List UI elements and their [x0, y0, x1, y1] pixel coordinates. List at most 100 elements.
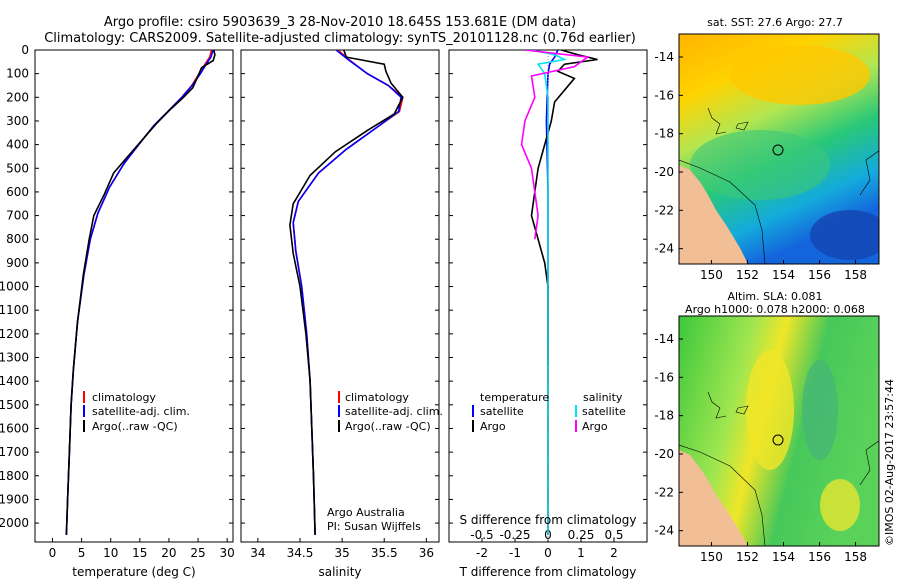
salinity-x-axis: 34 34.5 35 35.5 36: [250, 538, 434, 560]
map-y-tick-label: -22: [654, 203, 674, 217]
sla-high-patch-2: [820, 479, 860, 531]
sla-map-frame: [678, 315, 880, 547]
map-x-tick-label: 152: [736, 550, 759, 564]
s-tick-label: 0.5: [604, 528, 623, 542]
depth-tick-label: 1200: [0, 327, 29, 341]
depth-contour: [679, 444, 766, 546]
depth-tick-label: 1000: [0, 280, 29, 294]
x-tick-label: 34.5: [287, 546, 314, 560]
x-tick-label: 30: [220, 546, 235, 560]
legend-header-salinity: salinity: [583, 391, 623, 404]
x-tick-label: 0: [544, 546, 552, 560]
temperature-x-label: temperature (deg C): [72, 565, 195, 579]
x-tick-label: -2: [476, 546, 488, 560]
depth-tick-label: 1900: [0, 492, 29, 506]
map-y-tick-label: -24: [654, 242, 674, 256]
temperature-series-argo-raw-qc-: [65, 50, 216, 535]
sst-map: [679, 34, 879, 264]
sst-map-title: sat. SST: 27.6 Argo: 27.7: [707, 16, 843, 29]
salinity-plot-frame: [240, 49, 440, 543]
depth-tick-label: 800: [6, 232, 29, 246]
map-y-tick-label: -16: [654, 88, 674, 102]
sst-warm-patch: [730, 45, 870, 105]
sst-cool-patch: [810, 210, 879, 260]
figure-title-line1: Argo profile: csiro 5903639_3 28-Nov-201…: [104, 15, 576, 30]
x-tick-label: 20: [161, 546, 176, 560]
map-y-tick-label: -18: [654, 409, 674, 423]
t-difference-x-label: T difference from climatology: [459, 565, 637, 579]
map-x-tick-label: 158: [844, 268, 867, 282]
depth-tick-label: 1700: [0, 445, 29, 459]
sst-green-patch: [690, 130, 830, 200]
map-x-tick-label: 152: [736, 268, 759, 282]
x-tick-label: 5: [78, 546, 86, 560]
temperature-x-axis: 0 5 10 15 20 25 30: [49, 538, 235, 560]
depth-tick-label: 200: [6, 90, 29, 104]
depth-tick-label: 500: [6, 161, 29, 175]
map-y-tick-label: -20: [654, 165, 674, 179]
depth-tick-label: 1600: [0, 421, 29, 435]
salinity-legend: climatology satellite-adj. clim. Argo(..…: [338, 391, 443, 433]
s-difference-x-label: S difference from climatology: [460, 513, 637, 527]
map-x-tick-label: 150: [700, 550, 723, 564]
depth-tick-label: 1400: [0, 374, 29, 388]
map-x-tick-label: 156: [808, 268, 831, 282]
legend-label-climatology: climatology: [92, 391, 156, 404]
temperature-series-satellite-adj-clim-: [65, 50, 214, 535]
legend-label-satellite: satellite-adj. clim.: [345, 405, 443, 418]
x-tick-label: 34: [250, 546, 265, 560]
x-tick-label: 10: [103, 546, 118, 560]
depth-contour: [679, 159, 766, 264]
credit-line1: Argo Australia: [327, 506, 405, 519]
argo-float-marker: [772, 434, 784, 446]
depth-tick-label: 2000: [0, 516, 29, 530]
sla-high-patch: [746, 350, 794, 470]
coral-reef-outline: [707, 391, 879, 486]
map-x-tick-label: 154: [772, 268, 795, 282]
s-tick-label: 0: [544, 528, 552, 542]
map-x-tick-label: 158: [844, 550, 867, 564]
temperature-series: [65, 50, 216, 535]
difference-series-salinity-argo: [520, 50, 590, 240]
legend-label-argo: Argo(..raw -QC): [345, 420, 431, 433]
map-y-tick-label: -22: [654, 485, 674, 499]
s-tick-label: 0.25: [568, 528, 595, 542]
temperature-series-climatology: [65, 50, 213, 535]
sst-map-axes: 150 152 154 156 158 -14 -16 -18 -20 -22 -24: [654, 50, 867, 282]
depth-tick-label: 1300: [0, 351, 29, 365]
salinity-series-argo-raw-qc-: [289, 50, 404, 535]
sla-map-title-line2: Argo h1000: 0.078 h2000: 0.068: [685, 303, 865, 316]
sla-low-patch: [802, 360, 838, 460]
depth-tick-label: 0: [21, 43, 29, 57]
salinity-x-label: salinity: [318, 565, 361, 579]
depth-tick-label: 100: [6, 67, 29, 81]
legend-label-satellite: satellite-adj. clim.: [92, 405, 190, 418]
map-y-tick-label: -20: [654, 447, 674, 461]
temperature-plot-frame: [34, 49, 234, 543]
legend-label-t-argo: Argo: [480, 420, 506, 433]
map-y-tick-label: -24: [654, 524, 674, 538]
map-y-tick-label: -16: [654, 370, 674, 384]
legend-label-s-satellite: satellite: [582, 405, 626, 418]
map-x-tick-label: 156: [808, 550, 831, 564]
legend-label-climatology: climatology: [345, 391, 409, 404]
land-mass: [679, 165, 748, 264]
argo-float-marker: [772, 144, 784, 156]
credit-line2: PI: Susan Wijffels: [327, 520, 421, 533]
sst-map-frame: [678, 33, 880, 265]
depth-tick-label: 1500: [0, 398, 29, 412]
map-x-tick-label: 154: [772, 550, 795, 564]
x-tick-label: 36: [419, 546, 434, 560]
sla-map: [679, 316, 879, 546]
legend-label-argo: Argo(..raw -QC): [92, 420, 178, 433]
temperature-legend: climatology satellite-adj. clim. Argo(..…: [83, 391, 190, 433]
depth-tick-label: 900: [6, 256, 29, 270]
legend-header-temperature: temperature: [480, 391, 549, 404]
depth-axis: 0 100 200 300 400 500 600 700 800 900 1000 1100 1200…: [0, 43, 647, 530]
x-tick-label: 15: [132, 546, 147, 560]
map-y-tick-label: -14: [654, 50, 674, 64]
map-y-tick-label: -18: [654, 127, 674, 141]
x-tick-label: 1: [577, 546, 585, 560]
sla-map-title-line1: Altim. SLA: 0.081: [727, 290, 822, 303]
salinity-series-satellite-adj-clim-: [292, 50, 402, 535]
